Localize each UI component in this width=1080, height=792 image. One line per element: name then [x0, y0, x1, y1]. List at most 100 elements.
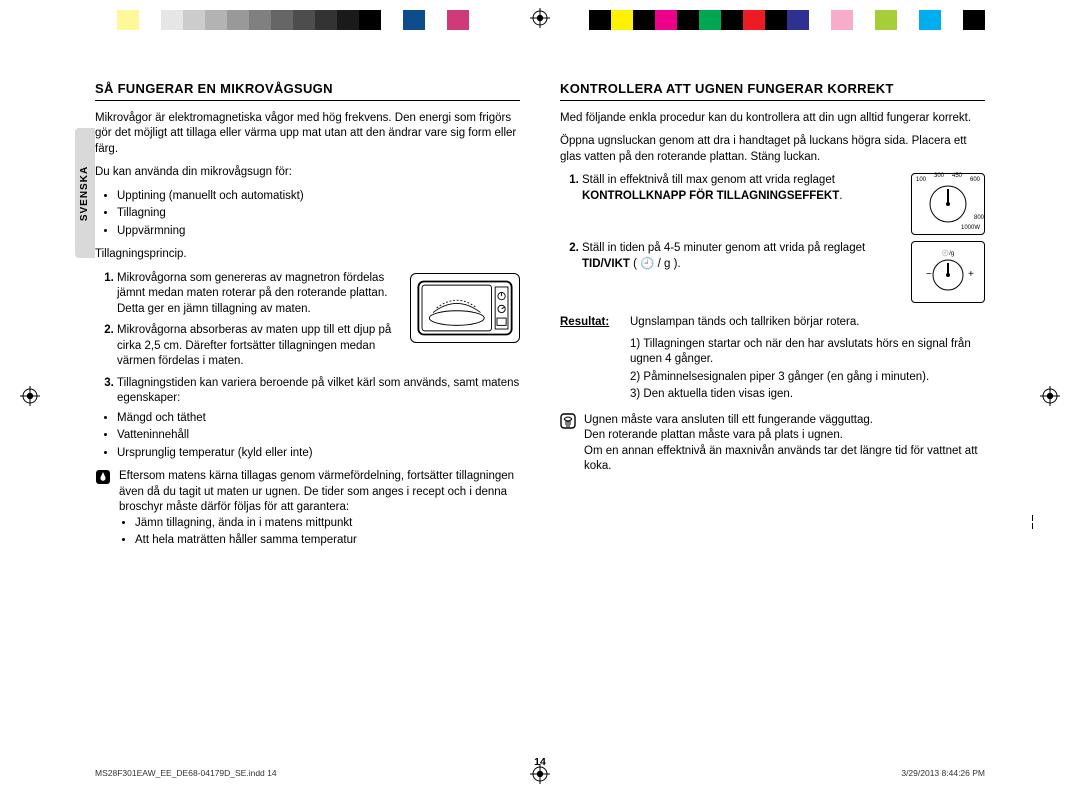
footer-timestamp: 3/29/2013 8:44:26 PM [901, 768, 985, 778]
svg-text:−: − [926, 269, 932, 280]
two-column-layout: SÅ FUNGERAR EN MIKROVÅGSUGN Mikrovågor ä… [95, 80, 985, 742]
color-swatch [897, 10, 919, 30]
dial-label: 300 [934, 172, 944, 180]
right-heading: KONTROLLERA ATT UGNEN FUNGERAR KORREKT [560, 80, 985, 101]
result-item: 1) Tillagningen startar och när den har … [630, 337, 985, 368]
left-note-text: Eftersom matens kärna tillagas genom vär… [119, 469, 520, 516]
right-note-line: Ugnen måste vara ansluten till ett funge… [584, 413, 985, 429]
left-note-row: Eftersom matens kärna tillagas genom vär… [95, 469, 520, 516]
color-swatch [831, 10, 853, 30]
right-note-body: Ugnen måste vara ansluten till ett funge… [584, 413, 985, 475]
list-item: Uppvärmning [117, 224, 520, 240]
result-item: 3) Den aktuella tiden visas igen. [630, 387, 985, 403]
left-step3-bullets: Mängd och täthetVatteninnehåll Ursprungli… [95, 411, 520, 462]
color-swatch [337, 10, 359, 30]
color-swatch [875, 10, 897, 30]
dial-label: 450 [952, 172, 962, 180]
color-swatch [919, 10, 941, 30]
list-item: Tillagningstiden kan variera beroende på… [117, 376, 520, 407]
dial-label: 1000W [961, 224, 980, 232]
list-item: Tillagning [117, 206, 520, 222]
list-item: Vatteninnehåll [117, 428, 520, 444]
color-swatch [611, 10, 633, 30]
right-step2-a: Ställ in tiden på 4-5 minuter genom att … [582, 242, 865, 254]
color-swatch [293, 10, 315, 30]
color-swatch [403, 10, 425, 30]
list-item: Upptining (manuellt och automatiskt) [117, 189, 520, 205]
color-swatch [117, 10, 139, 30]
color-swatch [315, 10, 337, 30]
right-step1-a: Ställ in effektnivå till max genom att v… [582, 174, 835, 186]
left-note-bullets: Jämn tillagning, ända in i matens mittpu… [95, 516, 520, 549]
result-item: 2) Påminnelsesignalen piper 3 gånger (en… [630, 370, 985, 386]
colorbar-right [589, 10, 985, 30]
registration-mark-icon [530, 8, 550, 28]
caution-icon [95, 469, 111, 516]
color-swatch [765, 10, 787, 30]
result-row: Resultat: Ugnslampan tänds och tallriken… [560, 315, 985, 331]
microwave-illustration [410, 273, 520, 343]
right-column: KONTROLLERA ATT UGNEN FUNGERAR KORREKT M… [560, 80, 985, 742]
right-note-line: Den roterande plattan måste vara på plat… [584, 428, 985, 444]
page-body: SVENSKA SÅ FUNGERAR EN MIKROVÅGSUGN Mikr… [95, 80, 985, 742]
result-label: Resultat: [560, 315, 620, 331]
color-swatch [853, 10, 875, 30]
color-swatch [95, 10, 117, 30]
fold-mark-icon [1032, 515, 1033, 529]
dial-label: 800 [974, 214, 984, 222]
color-swatch [249, 10, 271, 30]
color-swatch [809, 10, 831, 30]
power-dial-figure: 100 300 450 600 800 1000W [911, 173, 985, 235]
color-swatch [139, 10, 161, 30]
list-item: Jämn tillagning, ända in i matens mittpu… [135, 516, 520, 532]
left-use-intro: Du kan använda din mikrovågsugn för: [95, 165, 520, 181]
page-number: 14 [0, 756, 1080, 768]
color-swatch [227, 10, 249, 30]
list-item: Mängd och täthet [117, 411, 520, 427]
color-swatch [699, 10, 721, 30]
color-swatch [271, 10, 293, 30]
page-root: SVENSKA SÅ FUNGERAR EN MIKROVÅGSUGN Mikr… [0, 0, 1080, 792]
right-p2: Öppna ugnsluckan genom att dra i handtag… [560, 134, 985, 165]
registration-mark-icon [20, 386, 40, 406]
print-footer: MS28F301EAW_EE_DE68-04179D_SE.indd 14 3/… [95, 768, 985, 778]
right-note-row: Ugnen måste vara ansluten till ett funge… [560, 413, 985, 475]
registration-mark-icon [1040, 386, 1060, 406]
color-swatch [161, 10, 183, 30]
svg-text:🕘/g: 🕘/g [942, 249, 954, 257]
color-swatch [655, 10, 677, 30]
color-swatch [941, 10, 963, 30]
left-column: SÅ FUNGERAR EN MIKROVÅGSUGN Mikrovågor ä… [95, 80, 520, 742]
result-items: 1) Tillagningen startar och när den har … [560, 337, 985, 403]
list-item: Att hela maträtten håller samma temperat… [135, 533, 520, 549]
info-icon [560, 413, 576, 475]
right-step2-b: TID/VIKT [582, 258, 630, 270]
color-swatch [721, 10, 743, 30]
color-swatch [743, 10, 765, 30]
svg-text:+: + [968, 269, 974, 280]
color-swatch [447, 10, 469, 30]
language-tab: SVENSKA [75, 128, 95, 258]
right-step2-c: ( 🕘 / g ). [630, 258, 681, 270]
color-swatch [205, 10, 227, 30]
color-swatch [469, 10, 491, 30]
right-step1-b: KONTROLLKNAPP FÖR TILLAGNINGSEFFEKT [582, 190, 839, 202]
colorbar-left [95, 10, 491, 30]
right-p1: Med följande enkla procedur kan du kontr… [560, 111, 985, 127]
color-swatch [633, 10, 655, 30]
color-swatch [677, 10, 699, 30]
left-principle-label: Tillagningsprincip. [95, 247, 520, 263]
footer-filename: MS28F301EAW_EE_DE68-04179D_SE.indd 14 [95, 768, 277, 778]
language-tab-label: SVENSKA [80, 165, 91, 220]
list-item: Ursprunglig temperatur (kyld eller inte) [117, 446, 520, 462]
color-swatch [183, 10, 205, 30]
time-dial-figure: 🕘/g − + [911, 241, 985, 303]
color-swatch [359, 10, 381, 30]
left-heading: SÅ FUNGERAR EN MIKROVÅGSUGN [95, 80, 520, 101]
color-swatch [963, 10, 985, 30]
color-swatch [425, 10, 447, 30]
left-intro: Mikrovågor är elektromagnetiska vågor me… [95, 111, 520, 158]
dial-label: 100 [916, 176, 926, 184]
color-swatch [589, 10, 611, 30]
left-use-bullets: Upptining (manuellt och automatiskt)Till… [95, 189, 520, 240]
